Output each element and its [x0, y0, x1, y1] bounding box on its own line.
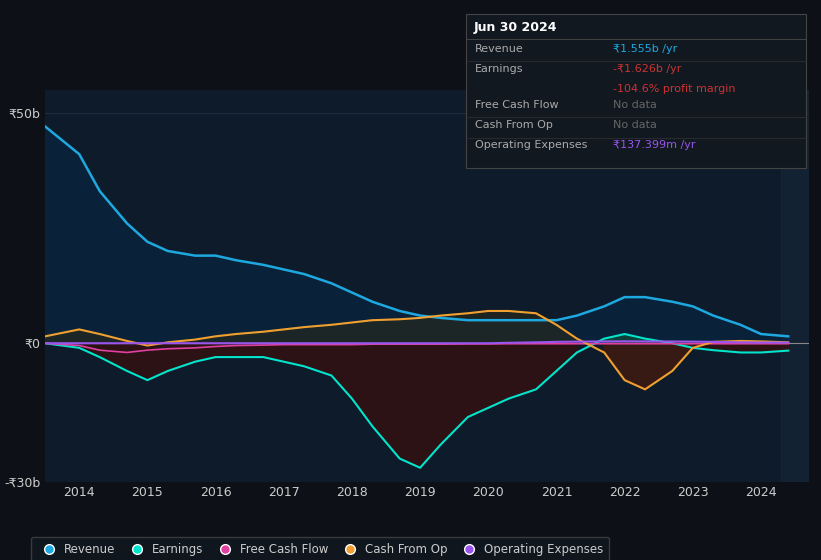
Text: No data: No data: [613, 120, 657, 130]
Text: -₹1.626b /yr: -₹1.626b /yr: [613, 64, 681, 74]
Text: Jun 30 2024: Jun 30 2024: [474, 21, 557, 34]
Text: Earnings: Earnings: [475, 64, 524, 74]
Text: ₹1.555b /yr: ₹1.555b /yr: [613, 44, 677, 54]
Text: -104.6% profit margin: -104.6% profit margin: [613, 84, 736, 94]
Text: Cash From Op: Cash From Op: [475, 120, 553, 130]
Text: ₹137.399m /yr: ₹137.399m /yr: [613, 141, 695, 151]
Text: Revenue: Revenue: [475, 44, 524, 54]
Bar: [782, 90, 809, 482]
Legend: Revenue, Earnings, Free Cash Flow, Cash From Op, Operating Expenses: Revenue, Earnings, Free Cash Flow, Cash …: [31, 537, 609, 560]
Text: No data: No data: [613, 100, 657, 110]
Text: Free Cash Flow: Free Cash Flow: [475, 100, 559, 110]
Text: Operating Expenses: Operating Expenses: [475, 141, 588, 151]
